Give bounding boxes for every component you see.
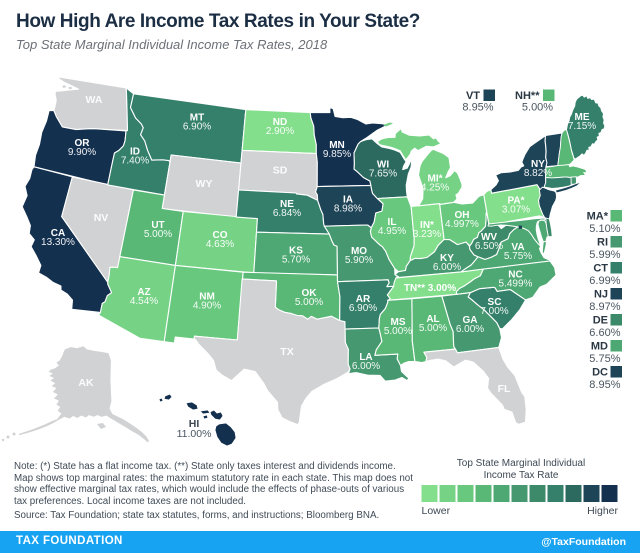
svg-text:3.23%: 3.23%	[413, 229, 441, 240]
svg-text:NM: NM	[199, 292, 215, 303]
svg-text:DE: DE	[593, 315, 608, 327]
svg-text:11.00%: 11.00%	[177, 428, 212, 440]
svg-text:4.25%: 4.25%	[421, 183, 449, 194]
svg-text:MD: MD	[591, 341, 608, 353]
svg-text:TN** 3.00%: TN** 3.00%	[404, 283, 456, 294]
svg-text:ME: ME	[575, 112, 590, 123]
svg-text:AK: AK	[78, 377, 94, 389]
svg-text:Lower: Lower	[422, 505, 451, 517]
svg-text:GA: GA	[463, 315, 478, 326]
svg-text:8.82%: 8.82%	[524, 168, 552, 179]
svg-text:9.85%: 9.85%	[323, 149, 351, 160]
svg-text:5.10%: 5.10%	[589, 223, 620, 235]
svg-text:AR: AR	[356, 294, 371, 305]
svg-text:OK: OK	[302, 288, 318, 299]
svg-text:SC: SC	[488, 297, 502, 308]
svg-text:UT: UT	[151, 220, 164, 231]
svg-text:OH: OH	[455, 210, 470, 221]
svg-text:8.97%: 8.97%	[589, 301, 620, 313]
svg-text:4.54%: 4.54%	[130, 296, 158, 307]
svg-text:8.95%: 8.95%	[462, 102, 493, 114]
svg-text:SD: SD	[273, 165, 288, 177]
svg-text:MA*: MA*	[587, 211, 609, 223]
svg-text:TX: TX	[280, 346, 293, 358]
svg-text:Income Tax Rate: Income Tax Rate	[484, 470, 559, 481]
svg-text:5.00%: 5.00%	[522, 102, 553, 114]
svg-text:8.95%: 8.95%	[589, 379, 620, 391]
svg-text:VA: VA	[511, 242, 524, 253]
svg-text:5.75%: 5.75%	[589, 353, 620, 365]
svg-text:ID: ID	[130, 147, 140, 158]
svg-text:ND: ND	[273, 117, 287, 128]
svg-text:7.65%: 7.65%	[369, 169, 397, 180]
svg-text:AL: AL	[426, 314, 439, 325]
svg-text:6.60%: 6.60%	[589, 327, 620, 339]
svg-text:NJ: NJ	[594, 289, 608, 301]
svg-text:NC: NC	[508, 270, 522, 281]
svg-text:5.00%: 5.00%	[295, 297, 323, 308]
svg-text:FL: FL	[498, 383, 511, 395]
svg-text:Higher: Higher	[587, 505, 618, 517]
svg-text:6.00%: 6.00%	[433, 262, 461, 273]
svg-text:NH**: NH**	[515, 90, 540, 102]
svg-text:Top State Marginal Individual: Top State Marginal Individual	[457, 458, 585, 469]
svg-text:MT: MT	[190, 113, 204, 124]
svg-text:IN*: IN*	[420, 220, 434, 231]
svg-text:7.00%: 7.00%	[480, 306, 508, 317]
svg-text:13.30%: 13.30%	[41, 237, 75, 248]
svg-text:WI: WI	[377, 160, 389, 171]
svg-text:2.90%: 2.90%	[266, 126, 294, 137]
svg-text:6.99%: 6.99%	[589, 275, 620, 287]
svg-text:5.90%: 5.90%	[345, 255, 373, 266]
svg-text:RI: RI	[597, 237, 608, 249]
svg-text:5.00%: 5.00%	[419, 323, 447, 334]
svg-text:6.00%: 6.00%	[456, 324, 484, 335]
svg-text:6.90%: 6.90%	[349, 303, 377, 314]
svg-text:KY: KY	[440, 253, 454, 264]
svg-text:WV: WV	[481, 232, 497, 243]
svg-text:PA*: PA*	[507, 196, 524, 207]
svg-text:WY: WY	[196, 178, 213, 190]
svg-text:DC: DC	[592, 367, 608, 379]
svg-text:NV: NV	[94, 212, 109, 224]
svg-text:NY: NY	[531, 159, 545, 170]
svg-text:IL: IL	[388, 217, 397, 228]
svg-text:4.997%: 4.997%	[445, 219, 479, 230]
svg-text:3.07%: 3.07%	[502, 205, 530, 216]
svg-text:6.50%: 6.50%	[475, 241, 503, 252]
svg-text:IA: IA	[343, 195, 353, 206]
svg-text:OR: OR	[75, 138, 91, 149]
svg-text:5.70%: 5.70%	[282, 255, 310, 266]
svg-text:MS: MS	[391, 317, 406, 328]
svg-text:CT: CT	[593, 263, 608, 275]
svg-text:5.75%: 5.75%	[504, 251, 532, 262]
svg-text:6.90%: 6.90%	[183, 122, 211, 133]
svg-text:9.90%: 9.90%	[68, 147, 96, 158]
svg-text:CO: CO	[213, 230, 228, 241]
svg-text:WA: WA	[86, 94, 103, 106]
svg-text:5.00%: 5.00%	[144, 229, 172, 240]
svg-text:7.15%: 7.15%	[568, 121, 596, 132]
svg-text:MN: MN	[329, 140, 345, 151]
svg-text:AZ: AZ	[137, 287, 150, 298]
svg-text:4.90%: 4.90%	[193, 301, 221, 312]
svg-text:VT: VT	[466, 90, 480, 102]
svg-text:HI: HI	[189, 418, 200, 430]
svg-text:5.499%: 5.499%	[499, 279, 533, 290]
svg-text:5.00%: 5.00%	[384, 326, 412, 337]
svg-text:KS: KS	[289, 246, 303, 257]
svg-text:4.95%: 4.95%	[378, 226, 406, 237]
svg-text:MI*: MI*	[428, 174, 443, 185]
svg-text:LA: LA	[359, 352, 372, 363]
svg-text:CA: CA	[51, 228, 65, 239]
svg-text:8.98%: 8.98%	[334, 204, 362, 215]
svg-text:NE: NE	[280, 199, 294, 210]
svg-text:6.84%: 6.84%	[273, 208, 301, 219]
svg-text:4.63%: 4.63%	[206, 239, 234, 250]
svg-text:5.99%: 5.99%	[589, 249, 620, 261]
svg-text:6.00%: 6.00%	[352, 361, 380, 372]
svg-text:MO: MO	[351, 246, 367, 257]
svg-text:7.40%: 7.40%	[121, 156, 149, 167]
